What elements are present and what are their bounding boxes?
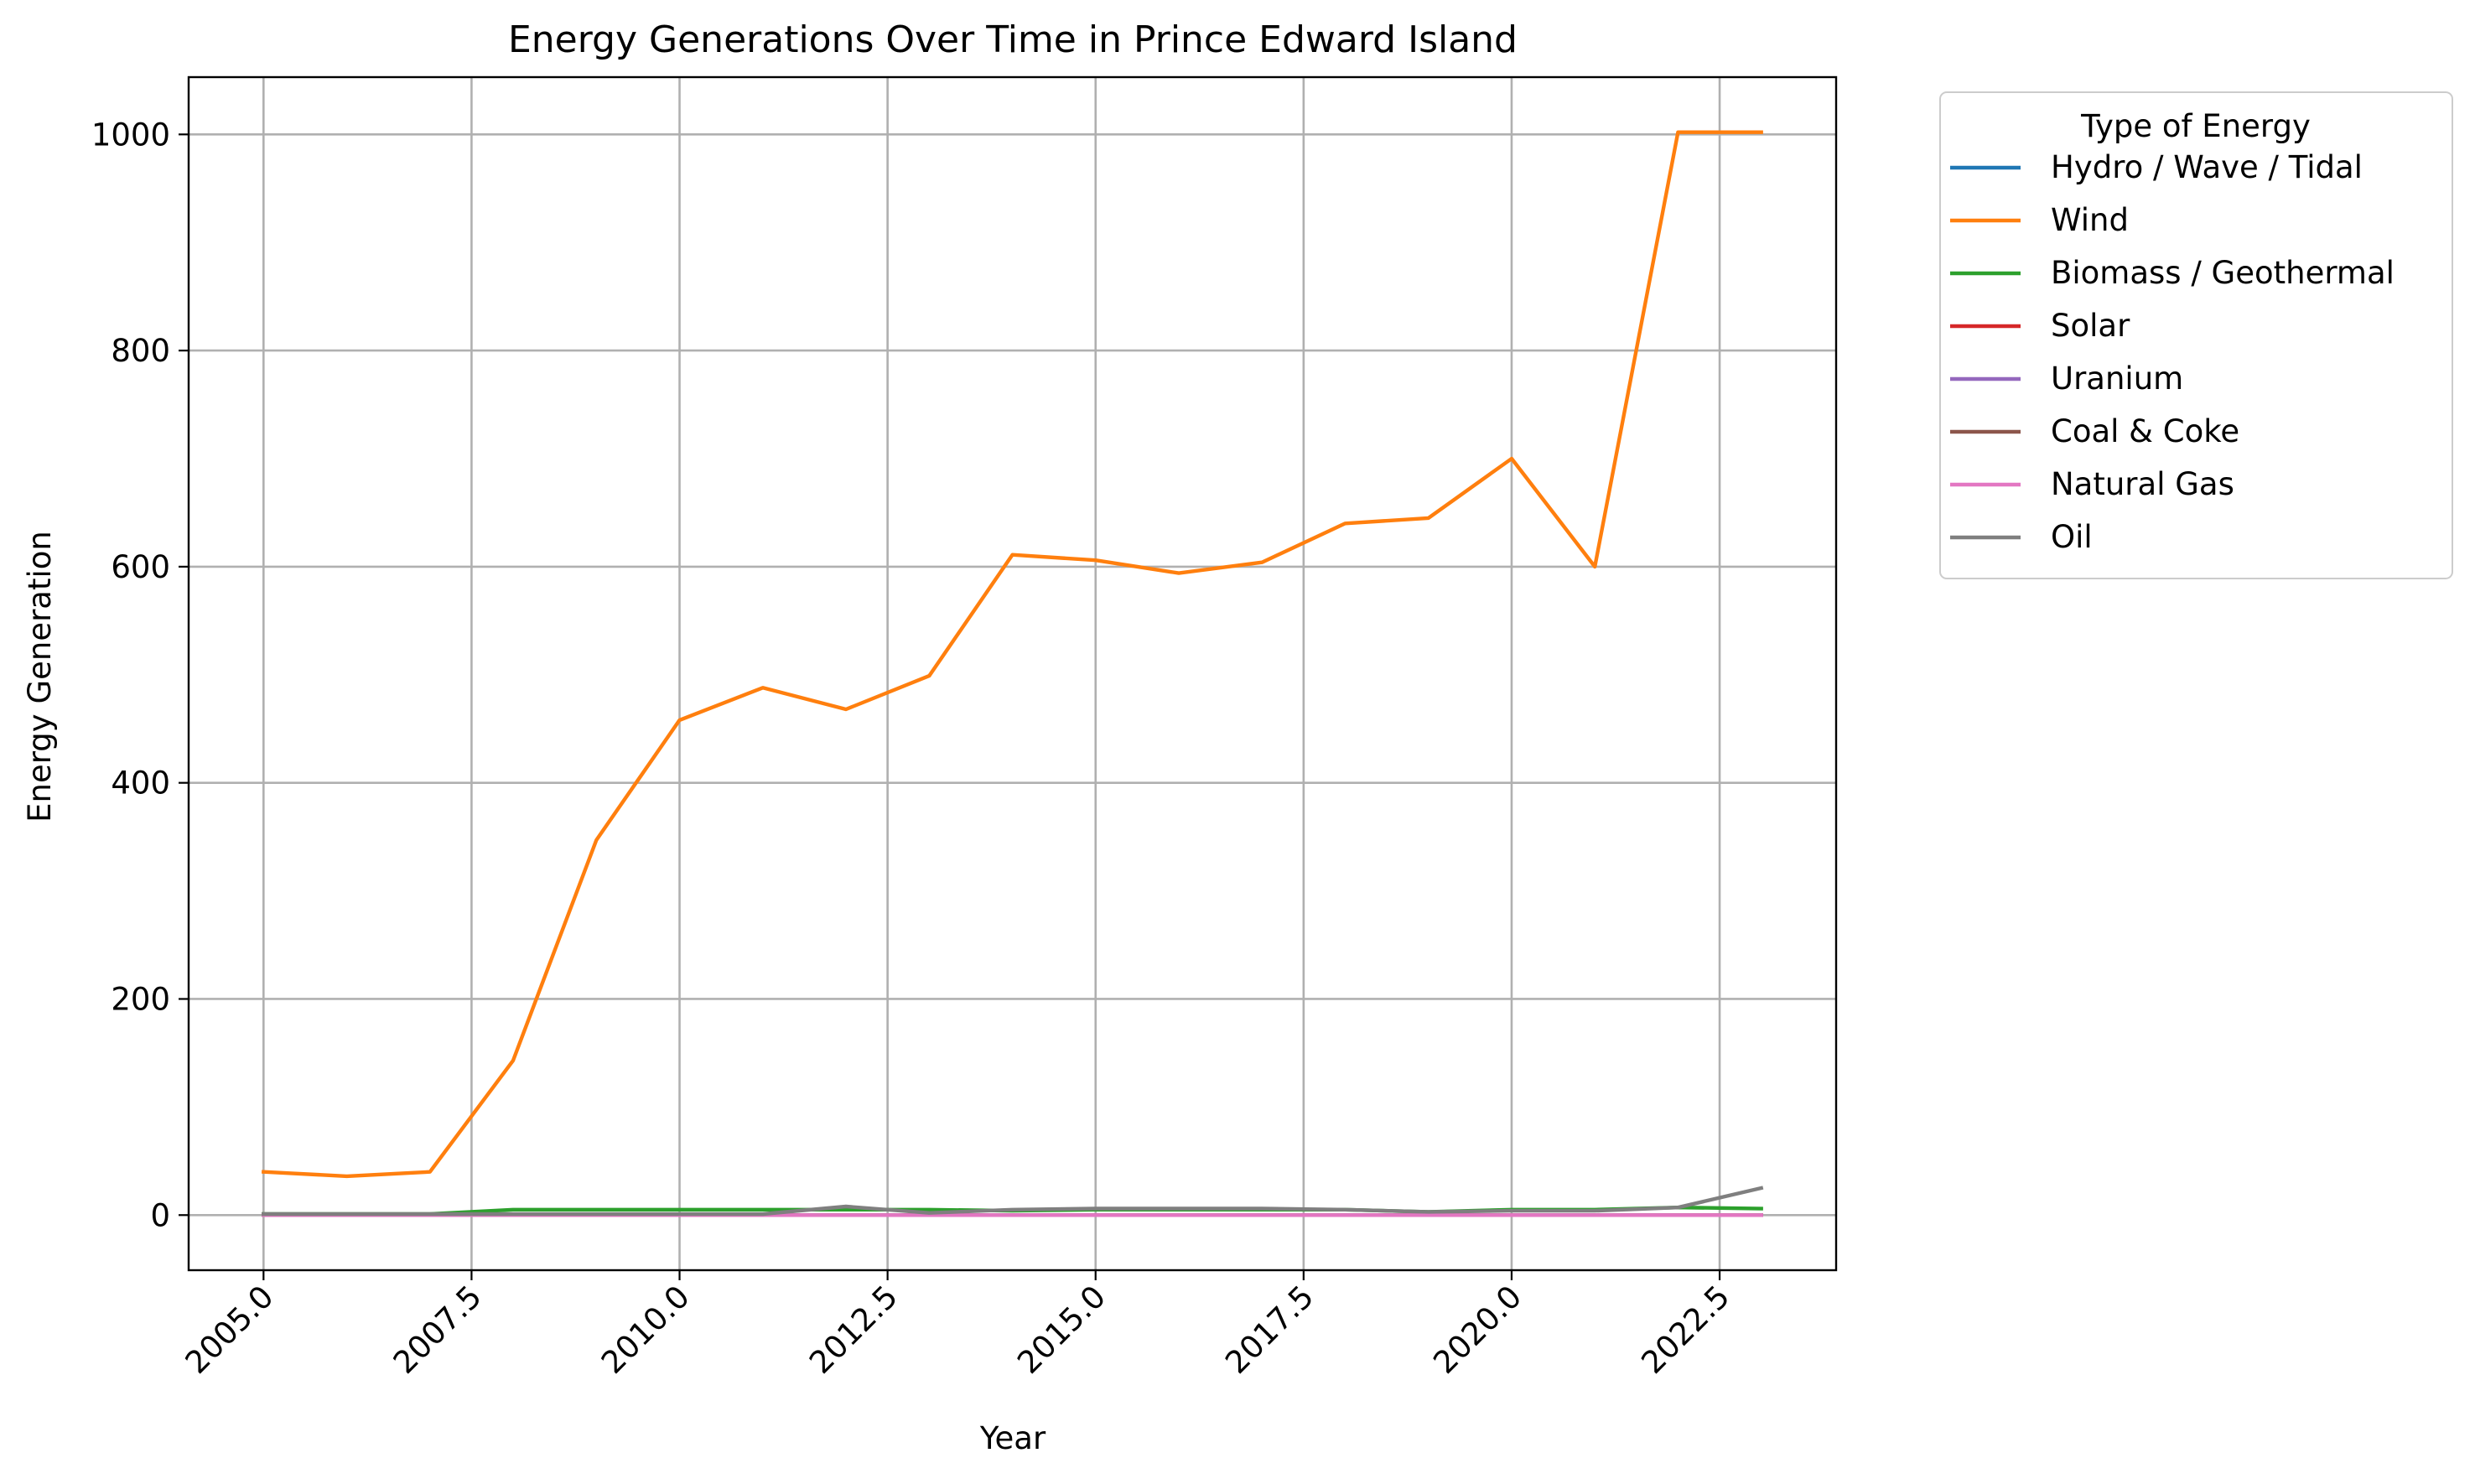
x-axis-label: Year xyxy=(979,1420,1046,1456)
y-tick-label: 1000 xyxy=(91,117,170,153)
legend-items: Hydro / Wave / Tidal Wind Biomass / Geothe… xyxy=(1950,149,2395,555)
legend-frame xyxy=(1939,91,2453,579)
y-tick-label: 800 xyxy=(111,333,170,369)
y-tick-label: 400 xyxy=(111,765,170,802)
series-lines xyxy=(261,130,1764,1217)
legend-label-uranium: Uranium xyxy=(2051,361,2183,397)
legend-label-solar: Solar xyxy=(2051,308,2130,344)
chart-title: Energy Generations Over Time in Prince E… xyxy=(508,18,1518,61)
legend-label-oil: Oil xyxy=(2051,519,2093,555)
legend-label-wind: Wind xyxy=(2051,202,2129,238)
legend-label-coal-coke: Coal & Coke xyxy=(2051,413,2239,449)
legend-label-hydro-wave-tidal: Hydro / Wave / Tidal xyxy=(2051,149,2363,185)
series-line-wind xyxy=(261,130,1763,1179)
y-tick-label: 200 xyxy=(111,981,170,1017)
y-tick-label: 0 xyxy=(150,1197,170,1233)
y-tick-label: 600 xyxy=(111,549,170,585)
legend-label-natural-gas: Natural Gas xyxy=(2051,466,2234,502)
plot-frame xyxy=(187,75,1838,1272)
y-axis-label: Energy Generation xyxy=(22,531,58,822)
legend-label-biomass-geothermal: Biomass / Geothermal xyxy=(2051,255,2395,291)
legend: Type of Energy Hydro / Wave / Tidal Wind B… xyxy=(1939,91,2453,579)
axes xyxy=(187,75,1838,1272)
series-line-oil xyxy=(262,1186,1764,1217)
legend-title: Type of Energy xyxy=(2080,108,2311,144)
